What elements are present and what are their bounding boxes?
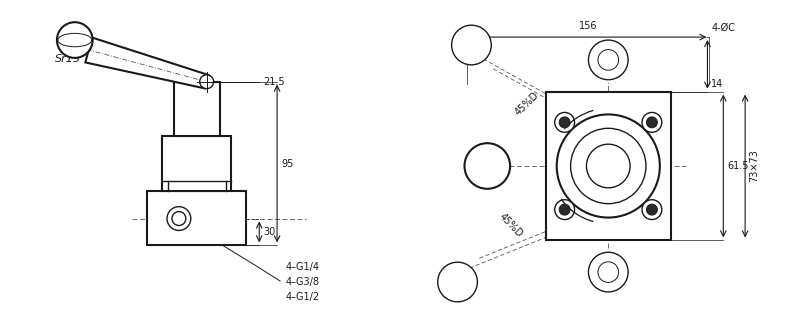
Text: 14: 14 [711, 79, 723, 89]
Circle shape [559, 117, 570, 128]
Text: Sr15: Sr15 [55, 54, 81, 64]
Text: 73×73: 73×73 [749, 150, 759, 182]
Circle shape [464, 143, 510, 189]
Text: 45%D: 45%D [513, 90, 541, 117]
Circle shape [559, 204, 570, 215]
Bar [147, 191, 246, 245]
Polygon shape [85, 37, 208, 88]
Circle shape [57, 22, 92, 58]
Text: 61.5: 61.5 [727, 161, 748, 171]
Circle shape [452, 25, 492, 65]
Bar [174, 82, 220, 136]
Text: 156: 156 [579, 21, 598, 31]
Circle shape [646, 204, 658, 215]
Text: 45%D: 45%D [497, 212, 525, 239]
Circle shape [556, 115, 660, 217]
Circle shape [586, 144, 630, 188]
Circle shape [437, 262, 477, 302]
Text: 4-ØC: 4-ØC [711, 23, 735, 33]
Text: 30: 30 [263, 227, 275, 237]
Circle shape [172, 212, 185, 225]
Circle shape [555, 200, 574, 219]
Text: 4–G1/4: 4–G1/4 [286, 262, 320, 272]
Circle shape [570, 128, 646, 204]
Circle shape [642, 113, 662, 132]
Text: 21.5: 21.5 [263, 77, 285, 87]
Bar [162, 136, 232, 191]
Circle shape [642, 200, 662, 219]
Circle shape [598, 50, 619, 70]
Circle shape [200, 75, 214, 89]
Circle shape [555, 113, 574, 132]
Circle shape [588, 40, 628, 80]
Circle shape [646, 117, 658, 128]
Circle shape [167, 207, 191, 230]
Text: 4–G1/2: 4–G1/2 [286, 292, 320, 302]
Text: 95: 95 [281, 159, 293, 168]
Bar [546, 92, 671, 240]
Text: 4–G3/8: 4–G3/8 [286, 277, 320, 287]
Circle shape [588, 252, 628, 292]
Circle shape [598, 262, 619, 282]
